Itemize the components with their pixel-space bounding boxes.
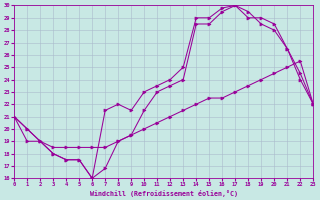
X-axis label: Windchill (Refroidissement éolien,°C): Windchill (Refroidissement éolien,°C): [90, 190, 238, 197]
